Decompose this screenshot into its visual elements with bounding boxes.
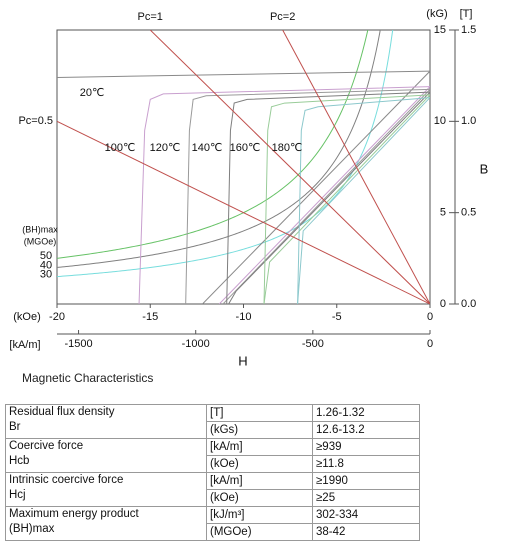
- curve-label: 160℃: [230, 142, 261, 154]
- table-cell: (MGOe): [206, 523, 313, 541]
- x2-tick-label: -1000: [182, 338, 210, 350]
- load-line-label: Pc=0.5: [18, 115, 53, 127]
- y2-unit: [T]: [460, 8, 473, 20]
- cell-line: Hcj: [9, 489, 26, 501]
- x-tick-label: -5: [332, 311, 342, 323]
- bh-curve: [57, 30, 394, 278]
- table-cell: [kA/m]: [206, 472, 313, 490]
- x2-unit: [kA/m]: [9, 339, 40, 351]
- table-cell: Coercive force Hcb: [5, 438, 207, 473]
- table-cell: ≥939: [312, 438, 420, 456]
- load-line: [149, 30, 430, 304]
- intrinsic-curve: [57, 70, 430, 78]
- curves: [57, 30, 430, 304]
- curve-label: 140℃: [192, 142, 223, 154]
- y2-tick-label: 0.0: [461, 298, 476, 310]
- table-cell: [T]: [206, 404, 313, 422]
- table-cell: 302-334: [312, 506, 420, 524]
- table-cell: ≥1990: [312, 472, 420, 490]
- intrinsic-curve: [297, 97, 430, 304]
- y-tick-label: 5: [440, 207, 446, 219]
- y2-tick-label: 1.5: [461, 24, 476, 36]
- table-cell: [kJ/m³]: [206, 506, 313, 524]
- chart: (kOe) [kA/m] (kG) [T] H B (BH)max (MGOe)…: [9, 8, 489, 369]
- bh-curve: [57, 30, 381, 268]
- cell-line: Residual flux density: [9, 406, 115, 418]
- load-line: [282, 30, 430, 304]
- table-cell: 1.26-1.32: [312, 404, 420, 422]
- intrinsic-curve: [138, 86, 430, 304]
- table-cell: [kA/m]: [206, 438, 313, 456]
- y-tick-label: 0: [440, 298, 446, 310]
- table-cell: Intrinsic coercive force Hcj: [5, 472, 207, 507]
- table-cell: 38-42: [312, 523, 420, 541]
- table-row: Residual flux density Br [T] 1.26-1.32: [5, 404, 420, 439]
- bh-value: 40: [40, 259, 52, 271]
- intrinsic-curve: [226, 91, 430, 304]
- table-cell: (kGs): [206, 421, 313, 439]
- y2-tick-label: 0.5: [461, 207, 476, 219]
- x2-tick-label: 0: [427, 338, 433, 350]
- bh-value: 50: [40, 250, 52, 262]
- load-line-label: Pc=1: [138, 11, 163, 23]
- bh-label: (BH)max: [22, 224, 58, 234]
- y-tick-label: 10: [434, 115, 446, 127]
- y-tick-label: 15: [434, 24, 446, 36]
- curve-label: 20℃: [80, 87, 105, 99]
- heading: Magnetic Characteristics: [22, 371, 154, 385]
- bh-curve: [57, 30, 369, 259]
- x-tick-label: -10: [236, 311, 252, 323]
- cell-line: Coercive force: [9, 440, 84, 452]
- table-cell: ≥25: [312, 489, 420, 507]
- x-tick-label: -15: [142, 311, 158, 323]
- table-cell: (kOe): [206, 455, 313, 473]
- table-cell: Maximum energy product (BH)max: [5, 506, 207, 541]
- table-row: (MGOe) 38-42: [6, 523, 420, 541]
- table-cell: ≥11.8: [312, 455, 420, 473]
- y-axis-title: B: [480, 161, 489, 176]
- cell-line: Br: [9, 421, 21, 433]
- x-axis-title: H: [238, 353, 247, 368]
- intrinsic-curve: [185, 88, 430, 304]
- y2-tick-label: 1.0: [461, 115, 476, 127]
- table-cell: (kOe): [206, 489, 313, 507]
- cell-line: Maximum energy product: [9, 508, 139, 520]
- y-unit: (kG): [426, 8, 447, 20]
- table-row: Intrinsic coercive force Hcj [kA/m] ≥1990: [5, 472, 420, 507]
- normal-curve: [228, 91, 430, 304]
- plot-frame: [56, 29, 431, 305]
- table: Residual flux density Br [T] 1.26-1.32 (kGs)…: [5, 404, 420, 541]
- table-row: Maximum energy product (BH)max [kJ/m³] 302-…: [5, 506, 420, 541]
- bh-unit: (MGOe): [24, 236, 57, 246]
- normal-curve: [218, 86, 430, 304]
- intrinsic-curve: [263, 94, 430, 304]
- x2-tick-label: -500: [302, 338, 324, 350]
- table-cell: 12.6-13.2: [312, 421, 420, 439]
- table-cell: Residual flux density Br: [5, 404, 207, 439]
- normal-curve: [202, 70, 430, 304]
- curve-label: 100℃: [105, 142, 136, 154]
- table-row: Coercive force Hcb [kA/m] ≥939: [5, 438, 420, 473]
- bh-value: 30: [40, 269, 52, 281]
- normal-curve: [222, 89, 430, 304]
- x-tick-label: 0: [427, 311, 433, 323]
- curve-label: 180℃: [272, 142, 303, 154]
- load-line-label: Pc=2: [270, 11, 295, 23]
- x-unit: (kOe): [13, 311, 41, 323]
- load-line: [57, 120, 430, 304]
- cell-line: Intrinsic coercive force: [9, 474, 124, 486]
- curve-label: 120℃: [150, 142, 181, 154]
- cell-line: Hcb: [9, 455, 30, 467]
- x2-tick-label: -1500: [64, 338, 92, 350]
- normal-curve: [263, 94, 430, 304]
- cell-line: (BH)max: [9, 523, 55, 535]
- x-tick-label: -20: [49, 311, 65, 323]
- normal-curve: [297, 97, 430, 304]
